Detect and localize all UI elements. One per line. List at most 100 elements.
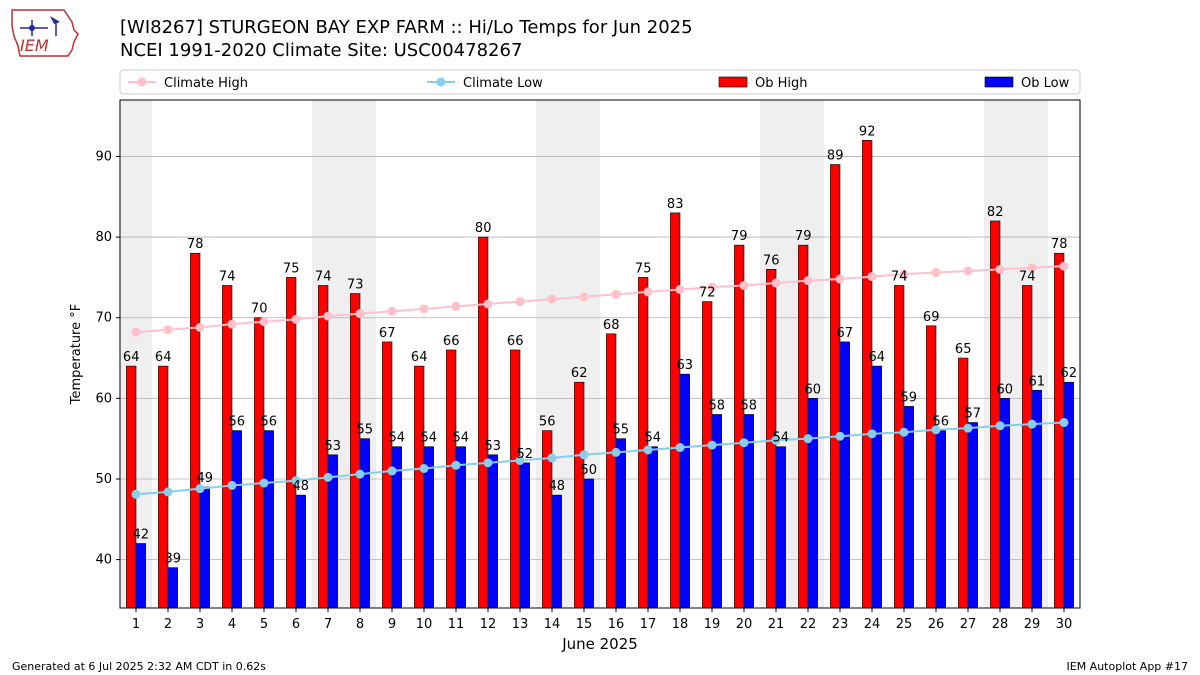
ob-high-bar	[574, 381, 585, 609]
x-tick-label: 23	[832, 617, 849, 632]
ob-low-label: 49	[197, 471, 214, 486]
climate-high-point	[1059, 261, 1069, 271]
climate-high-point	[1027, 263, 1037, 273]
climate-high-point	[419, 304, 429, 314]
legend-swatch-marker	[436, 77, 446, 87]
ob-high-bar	[1054, 252, 1065, 609]
x-tick-label: 6	[292, 617, 300, 632]
ob-high-bar	[286, 277, 297, 609]
ob-high-label: 62	[571, 366, 588, 381]
ob-high-bar	[254, 317, 265, 609]
x-tick-label: 12	[480, 617, 497, 632]
ob-low-label: 63	[677, 358, 694, 373]
y-tick-label: 40	[95, 553, 112, 568]
y-tick-label: 50	[95, 472, 112, 487]
climate-low-point	[707, 440, 717, 450]
ob-high-bar	[990, 220, 1001, 609]
climate-low-point	[579, 450, 589, 460]
ob-low-label: 54	[421, 431, 438, 446]
ob-low-bar	[263, 430, 274, 609]
ob-low-label: 60	[805, 382, 822, 397]
ob-low-bar	[359, 438, 370, 609]
y-tick-label: 90	[95, 149, 112, 164]
ob-high-label: 65	[955, 342, 972, 357]
x-tick-label: 21	[768, 617, 785, 632]
x-tick-label: 29	[1024, 617, 1041, 632]
climate-high-point	[707, 282, 717, 292]
climate-high-point	[835, 274, 845, 284]
x-tick-label: 16	[608, 617, 625, 632]
ob-low-label: 61	[1029, 374, 1046, 389]
ob-low-bar	[583, 478, 594, 609]
ob-high-label: 80	[475, 221, 492, 236]
x-tick-label: 9	[388, 617, 396, 632]
climate-high-point	[195, 322, 205, 332]
ob-low-label: 56	[229, 415, 246, 430]
ob-high-bar	[862, 140, 873, 609]
ob-low-bar	[487, 454, 498, 609]
ob-low-label: 59	[901, 390, 918, 405]
ob-high-bar	[446, 349, 457, 609]
climate-high-point	[515, 297, 525, 307]
ob-low-label: 54	[645, 431, 662, 446]
ob-low-label: 52	[517, 447, 534, 462]
ob-high-label: 92	[859, 124, 876, 139]
climate-high-point	[899, 269, 909, 279]
climate-low-point	[547, 453, 557, 463]
climate-low-point	[387, 466, 397, 476]
x-tick-label: 17	[640, 617, 657, 632]
ob-high-bar	[734, 244, 745, 609]
ob-high-label: 64	[123, 350, 140, 365]
ob-high-label: 82	[987, 205, 1004, 220]
ob-high-bar	[190, 252, 201, 609]
climate-low-point	[515, 455, 525, 465]
climate-high-point	[323, 311, 333, 321]
ob-high-label: 74	[1019, 269, 1036, 284]
ob-low-bar	[199, 486, 210, 609]
ob-low-bar	[839, 341, 850, 609]
climate-low-point	[451, 460, 461, 470]
climate-low-point	[131, 489, 141, 499]
ob-high-bar	[126, 365, 137, 609]
ob-low-bar	[135, 543, 146, 609]
ob-high-bar	[158, 365, 169, 609]
x-tick-label: 15	[576, 617, 593, 632]
ob-low-bar	[1063, 381, 1074, 609]
x-tick-label: 8	[356, 617, 364, 632]
y-tick-label: 60	[95, 391, 112, 406]
ob-high-bar	[894, 285, 905, 609]
climate-low-point	[419, 464, 429, 474]
ob-high-label: 70	[251, 302, 268, 317]
ob-high-bar	[414, 365, 425, 609]
climate-low-point	[643, 445, 653, 455]
ob-low-label: 54	[453, 431, 470, 446]
climate-high-point	[867, 272, 877, 282]
climate-low-point	[867, 429, 877, 439]
climate-high-point	[163, 325, 173, 335]
ob-high-bar	[670, 212, 681, 609]
x-tick-label: 28	[992, 617, 1009, 632]
climate-low-point	[355, 469, 365, 479]
climate-low-line	[135, 421, 1065, 496]
ob-high-label: 67	[379, 326, 396, 341]
climate-high-point	[739, 280, 749, 290]
ob-high-label: 79	[795, 229, 812, 244]
x-tick-label: 19	[704, 617, 721, 632]
chart-title: [WI8267] STURGEON BAY EXP FARM :: Hi/Lo …	[120, 17, 693, 38]
climate-high-point	[579, 292, 589, 302]
ob-low-bar	[519, 462, 530, 609]
ob-high-bar	[830, 164, 841, 609]
ob-low-label: 42	[133, 527, 150, 542]
ob-low-label: 58	[709, 398, 726, 413]
ob-low-label: 62	[1061, 366, 1078, 381]
x-tick-label: 5	[260, 617, 268, 632]
ob-low-label: 54	[773, 431, 790, 446]
ob-low-bar	[967, 422, 978, 609]
climate-low-point	[803, 434, 813, 444]
ob-low-label: 57	[965, 407, 982, 422]
ob-low-bar	[807, 398, 818, 609]
legend-swatch-bar	[718, 76, 748, 88]
ob-high-label: 68	[603, 318, 620, 333]
climate-high-point	[611, 289, 621, 299]
